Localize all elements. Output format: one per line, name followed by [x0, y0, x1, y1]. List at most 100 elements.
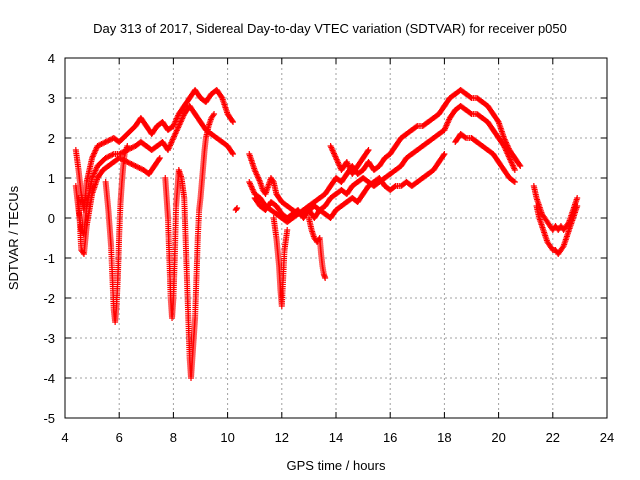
- y-axis-label: SDTVAR / TECUs: [6, 185, 21, 290]
- data-point-interp: [117, 150, 124, 157]
- data-point-interp: [98, 141, 105, 147]
- data-point-interp: [106, 153, 113, 159]
- data-point-interp: [109, 151, 116, 158]
- data-point-interp: [156, 156, 163, 163]
- data-point-interp: [101, 139, 108, 146]
- series-satellite-track-5: [162, 111, 218, 381]
- x-tick-label: 4: [61, 430, 68, 445]
- plot-frame: [64, 57, 608, 419]
- y-tick-label: 2: [48, 131, 55, 146]
- data-point-interp: [136, 165, 143, 171]
- data-point-interp: [467, 110, 474, 117]
- data-point: [441, 151, 448, 157]
- data-point-interp: [128, 161, 135, 167]
- data-point-interp: [269, 177, 276, 184]
- data-point-interp: [133, 163, 140, 170]
- data-point-interp: [233, 206, 240, 212]
- data-point: [284, 227, 291, 233]
- data-point-interp: [108, 152, 115, 159]
- data-point: [94, 143, 101, 149]
- data-point-interp: [99, 140, 106, 147]
- data-marks: [72, 87, 581, 381]
- data-point-interp: [510, 178, 517, 185]
- data-point: [234, 205, 241, 211]
- data-point: [211, 111, 218, 117]
- x-tick-label: 8: [170, 430, 177, 445]
- data-point-interp: [129, 161, 136, 168]
- y-tick-labels: -5 -4 -3 -2 -1 0 1 2 3 4: [43, 51, 55, 426]
- series-satellite-track-16: [530, 183, 581, 233]
- series-satellite-track-4: [102, 143, 131, 325]
- data-point: [511, 167, 518, 173]
- data-point-interp: [413, 123, 420, 130]
- data-point-interp: [391, 183, 398, 190]
- data-point-interp: [137, 165, 144, 172]
- x-tick-labels: 4 6 8 10 12 14 16 18 20 22 24: [61, 430, 614, 445]
- data-point-interp: [229, 117, 236, 124]
- x-tick-label: 20: [491, 430, 505, 445]
- series-satellite-track-3: [75, 155, 163, 257]
- y-tick-label: -2: [43, 291, 55, 306]
- series-satellite-track-10: [270, 215, 291, 309]
- data-point-interp: [494, 117, 501, 124]
- data-point-interp: [440, 152, 447, 159]
- data-point-interp: [218, 93, 225, 100]
- data-point-interp: [104, 138, 111, 145]
- x-tick-label: 14: [329, 430, 343, 445]
- series-satellite-track-15: [452, 131, 518, 185]
- data-point-interp: [104, 154, 111, 161]
- data-point: [124, 143, 131, 149]
- data-point-interp: [364, 148, 371, 155]
- data-point-interp: [229, 149, 236, 156]
- data-point: [365, 147, 372, 153]
- x-tick-label: 22: [546, 430, 560, 445]
- series-satellite-track-11: [305, 215, 329, 281]
- data-point-interp: [97, 141, 104, 148]
- data-point: [574, 195, 581, 201]
- data-point: [511, 179, 518, 185]
- series-satellite-track-17: [533, 203, 581, 257]
- data-point: [517, 163, 524, 169]
- data-point-interp: [516, 161, 523, 168]
- y-tick-label: 3: [48, 91, 55, 106]
- data-point-interp: [125, 159, 132, 166]
- x-axis-label: GPS time / hours: [287, 458, 386, 473]
- y-tick-label: -3: [43, 331, 55, 346]
- chart-title: Day 313 of 2017, Sidereal Day-to-day VTE…: [93, 21, 567, 36]
- y-tick-label: 1: [48, 171, 55, 186]
- x-tick-label: 24: [600, 430, 614, 445]
- x-tick-label: 10: [220, 430, 234, 445]
- data-point: [230, 151, 237, 157]
- series-satellite-track-7: [246, 103, 448, 217]
- series-satellite-track-6: [232, 205, 241, 213]
- data-point-interp: [105, 153, 112, 160]
- data-point-interp: [95, 142, 102, 149]
- data-point-interp: [117, 155, 124, 162]
- y-tick-label: 4: [48, 51, 55, 66]
- x-tick-label: 16: [383, 430, 397, 445]
- x-tick-label: 12: [275, 430, 289, 445]
- data-point: [322, 275, 329, 281]
- series-satellite-track-14: [441, 103, 518, 173]
- data-point: [230, 119, 237, 125]
- data-point-interp: [210, 112, 217, 119]
- data-point-interp: [105, 137, 112, 144]
- data-point-interp: [106, 137, 113, 143]
- data-point-interp: [131, 162, 138, 169]
- data-point-interp: [80, 249, 87, 256]
- data-point-interp: [315, 236, 322, 243]
- data-point-interp: [461, 134, 468, 141]
- series-satellite-track-12: [327, 143, 372, 177]
- y-tick-label: -5: [43, 411, 55, 426]
- data-point: [574, 203, 581, 209]
- data-point-interp: [135, 164, 142, 171]
- data-point-interp: [127, 160, 134, 167]
- data-point-interp: [129, 144, 136, 151]
- grid-layer: [65, 58, 607, 418]
- x-tick-label: 6: [116, 430, 123, 445]
- y-tick-label: -1: [43, 251, 55, 266]
- y-tick-label: 0: [48, 211, 55, 226]
- series-satellite-track-9: [251, 151, 448, 221]
- data-point-interp: [467, 94, 474, 101]
